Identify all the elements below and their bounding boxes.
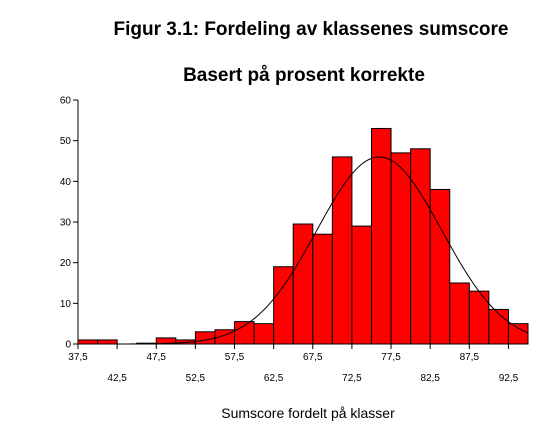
chart-title: Figur 3.1: Fordeling av klassenes sumsco…: [114, 19, 509, 40]
histogram-bar-1: [97, 339, 118, 345]
histogram-bar-17: [429, 188, 451, 345]
histogram-bar-13: [351, 225, 372, 345]
histogram-bar-8: [253, 323, 275, 345]
histogram-bar-5: [194, 331, 216, 345]
histogram-bar-19: [468, 290, 490, 345]
histogram-bar-21: [507, 323, 529, 345]
histogram-bar-16: [410, 148, 431, 345]
y-tick-label-4: 40: [60, 177, 72, 188]
histogram-bars: [77, 127, 529, 345]
histogram-bar-20: [488, 308, 509, 345]
y-axis-ticks: 0 10 20 30 40 50 60: [60, 96, 78, 351]
y-tick-label-1: 10: [60, 299, 72, 310]
y-tick-label-6: 60: [60, 96, 72, 107]
y-tick-label-2: 20: [60, 258, 72, 269]
x-bottom-tick-label-5: 92,5: [499, 373, 519, 384]
histogram-bar-15: [390, 152, 412, 345]
x-top-tick-label-3: 67,5: [303, 352, 323, 363]
x-bottom-tick-label-3: 72,5: [342, 373, 362, 384]
histogram-bar-0: [77, 339, 99, 345]
y-tick-label-0: 0: [65, 340, 71, 351]
x-axis-label: Sumscore fordelt på klasser: [221, 405, 395, 421]
x-axis-ticks: 37,5 47,5 57,5 67,5 77,5 87,5 42,5 52,5 62,5 72,5…: [68, 344, 519, 384]
histogram-bar-14: [370, 127, 392, 345]
x-bottom-tick-label-4: 82,5: [420, 373, 440, 384]
y-tick-label-3: 30: [60, 218, 72, 229]
histogram-bar-9: [273, 266, 294, 345]
x-bottom-tick-label-0: 42,5: [107, 373, 127, 384]
chart-subtitle: Basert på prosent korrekte: [183, 65, 425, 86]
x-top-tick-label-0: 37,5: [68, 352, 88, 363]
histogram-bar-7: [234, 321, 255, 345]
histogram-bar-12: [331, 156, 353, 345]
x-bottom-tick-label-2: 62,5: [264, 373, 284, 384]
x-top-tick-label-1: 47,5: [147, 352, 167, 363]
histogram-bar-18: [449, 282, 470, 345]
histogram-bar-11: [312, 233, 333, 345]
x-top-tick-label-5: 87,5: [460, 352, 480, 363]
x-top-tick-label-4: 77,5: [381, 352, 401, 363]
x-top-tick-label-2: 57,5: [225, 352, 245, 363]
x-bottom-tick-label-1: 52,5: [186, 373, 206, 384]
y-tick-label-5: 50: [60, 136, 72, 147]
